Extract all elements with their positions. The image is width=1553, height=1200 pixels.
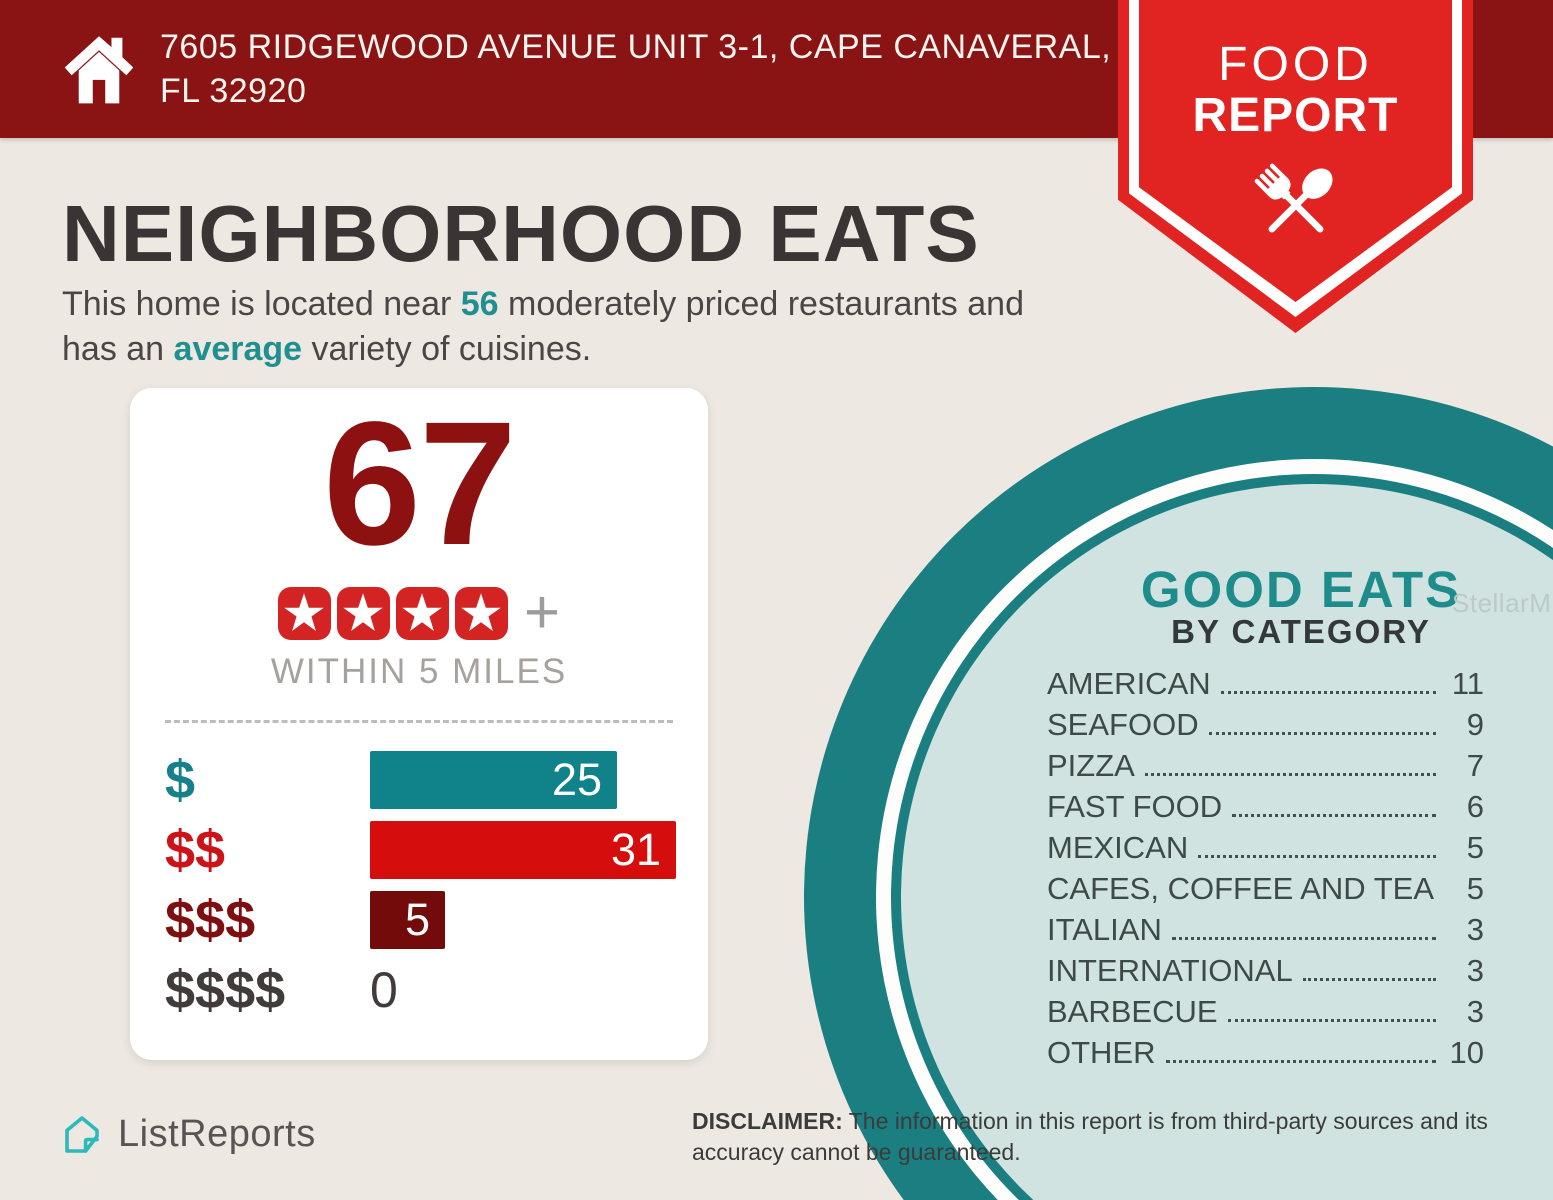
disclaimer: DISCLAIMER: The information in this repo… [692,1106,1522,1168]
category-row: ITALIAN 3 [1047,914,1484,945]
ribbon-body: FOOD REPORT [1139,0,1452,302]
price-bar-row: $$$ 5 [165,890,708,950]
price-tier-label: $$ [165,820,226,880]
ribbon-title-line2: REPORT [1192,89,1399,143]
category-row: SEAFOOD 9 [1047,709,1484,740]
category-label: ITALIAN [1047,912,1162,947]
home-icon [64,36,134,104]
category-count: 5 [1466,830,1484,865]
summary-sentence: This home is located near 56 moderately … [62,282,1142,372]
restaurant-count: 56 [460,285,499,323]
category-count: 3 [1466,953,1484,988]
category-count: 6 [1466,789,1484,824]
price-bar-row: $$ 31 [165,820,708,880]
page-title: NEIGHBORHOOD EATS [62,189,980,278]
brand-name: ListReports [118,1112,316,1155]
ribbon-title-line1: FOOD [1218,38,1373,91]
disclaimer-text-line1: The information in this report is from t… [842,1108,1488,1134]
dotted-leader [1171,937,1436,940]
listreports-brand: ListReports [58,1108,316,1160]
category-label: AMERICAN [1047,666,1211,701]
price-tier-label: $ [165,750,196,810]
category-count: 3 [1466,912,1484,947]
star-icon [454,586,508,640]
price-bar: 5 [370,891,445,949]
summary-text: has an [62,329,174,368]
category-count: 3 [1466,994,1484,1029]
category-row: MEXICAN 5 [1047,832,1484,863]
category-row: FAST FOOD 6 [1047,791,1484,822]
category-row: AMERICAN 11 [1047,668,1484,699]
stats-card: 67 + WITHIN 5 MILES $25 $$ 31 $$$ 5 $$$$ 0 [130,388,708,1060]
property-address: 7605 RIDGEWOOD AVENUE UNIT 3-1, CAPE CAN… [160,27,1112,110]
price-bar-row: $$$$ 0 [165,960,708,1020]
category-row: CAFES, COFFEE AND TEA 5 [1047,873,1484,904]
dotted-leader [1198,855,1436,858]
dotted-leader [1208,732,1436,735]
category-label: BARBECUE [1047,994,1218,1029]
category-row: PIZZA 7 [1047,750,1484,781]
good-eats-title: GOOD EATS [1140,561,1462,618]
category-count: 5 [1466,871,1484,906]
dotted-leader [1165,1060,1436,1063]
dotted-leader [1227,1019,1436,1022]
restaurant-total: 67 [323,386,517,582]
category-label: SEAFOOD [1047,707,1199,742]
category-row: BARBECUE 3 [1047,996,1484,1027]
watermark: StellarMLS [1452,588,1553,618]
category-label: FAST FOOD [1047,789,1223,824]
price-bar-row: $25 [165,750,708,810]
crossed-spoon-and-fork-icon [1254,163,1333,233]
star-icon [336,586,390,640]
summary-text: moderately priced restaurants and [498,285,1024,323]
good-eats-subtitle: BY CATEGORY [1171,613,1431,650]
category-list: AMERICAN 11 SEAFOOD 9 PIZZA 7 FAST FOOD 6 MEXICA… [1047,668,1484,1078]
category-row: INTERNATIONAL 3 [1047,955,1484,986]
dotted-leader [1302,978,1436,981]
category-label: MEXICAN [1047,830,1189,865]
dashed-divider [165,720,673,723]
variety-rating: average [173,329,303,368]
dotted-leader [1220,691,1436,694]
category-row: OTHER 10 [1047,1037,1484,1068]
price-tier-label: $$$$ [165,960,286,1020]
price-tier-label: $$$ [165,890,256,950]
star-icon [395,586,449,640]
summary-text: variety of cuisines. [302,329,592,368]
category-count: 9 [1466,707,1484,742]
summary-text: This home is located near [62,285,461,323]
plus-sign: + [523,578,561,647]
price-bar: 25 [370,751,617,809]
category-label: PIZZA [1047,748,1135,783]
listreports-logo-icon [65,1116,99,1153]
category-count: 11 [1451,666,1484,701]
category-count: 7 [1466,748,1484,783]
disclaimer-text-line2: accuracy cannot be guaranteed. [692,1139,1021,1166]
category-label: CAFES, COFFEE AND TEA [1047,871,1435,906]
dotted-leader [1232,814,1436,817]
disclaimer-label: DISCLAIMER: [692,1108,843,1134]
price-bar: 31 [370,821,676,879]
category-label: INTERNATIONAL [1047,953,1293,988]
star-icon [277,586,331,640]
star-rating: + [165,582,708,644]
category-count: 10 [1449,1035,1484,1070]
price-bar-zero-value: 0 [370,962,398,1018]
dotted-leader [1144,773,1436,776]
category-label: OTHER [1047,1035,1156,1070]
radius-label: WITHIN 5 MILES [270,652,568,691]
price-bars: $25 $$ 31 $$$ 5 $$$$ 0 [165,750,708,1020]
